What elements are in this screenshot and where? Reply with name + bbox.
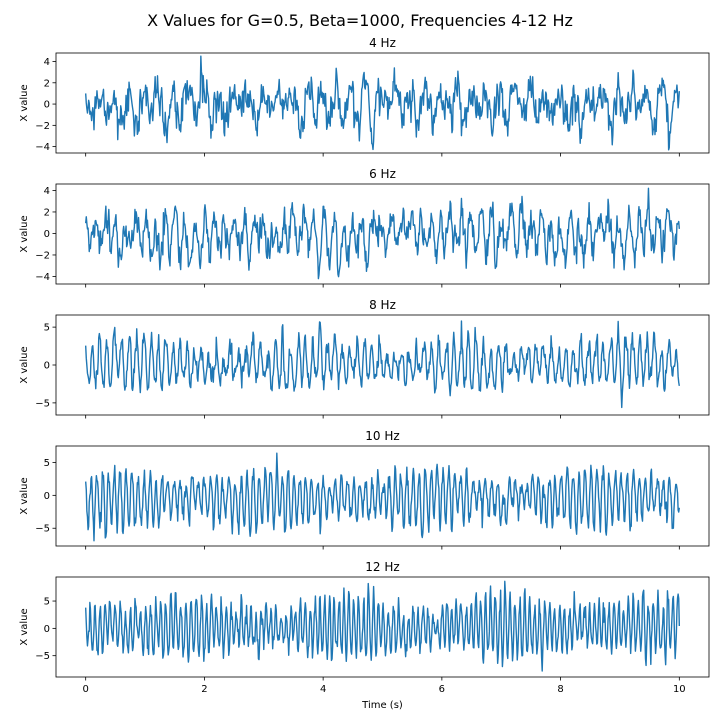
y-axis-label: X value xyxy=(19,215,30,252)
y-axis-label: X value xyxy=(19,346,30,383)
y-tick-label: 0 xyxy=(44,361,50,372)
x-tick-label: 6 xyxy=(439,684,445,695)
y-tick-label: 4 xyxy=(44,186,50,197)
y-axis-label: X value xyxy=(19,84,30,121)
y-tick-label: 2 xyxy=(44,78,50,89)
series-line xyxy=(84,55,681,151)
y-tick-label: 0 xyxy=(44,100,50,111)
series-line xyxy=(84,452,681,542)
y-tick-label: 0 xyxy=(44,624,50,635)
series-line xyxy=(84,187,681,280)
subplot-title: 10 Hz xyxy=(365,429,399,443)
x-tick-label: 10 xyxy=(673,684,686,695)
y-tick-label: 5 xyxy=(44,597,50,608)
subplot-12hz: 12 Hz X value −5 0 5 0 2 4 6 8 10 xyxy=(19,560,710,695)
x-tick-label: 8 xyxy=(557,684,563,695)
y-tick-label: 0 xyxy=(44,229,50,240)
y-tick-label: −5 xyxy=(35,651,50,662)
subplot-6hz: 6 Hz X value −4 −2 0 2 4 xyxy=(19,167,710,288)
x-tick-label: 4 xyxy=(320,684,326,695)
y-tick-label: −2 xyxy=(35,121,50,132)
y-tick-label: 2 xyxy=(44,207,50,218)
subplot-title: 12 Hz xyxy=(365,560,399,574)
y-tick-label: 5 xyxy=(44,458,50,469)
x-tick-label: 0 xyxy=(82,684,88,695)
y-tick-label: −4 xyxy=(35,272,50,283)
series-line xyxy=(84,580,681,672)
y-tick-label: 4 xyxy=(44,57,50,68)
y-tick-label: 0 xyxy=(44,491,50,502)
subplot-title: 6 Hz xyxy=(369,167,396,181)
y-axis-label: X value xyxy=(19,608,30,645)
subplot-10hz: 10 Hz X value −5 0 5 xyxy=(19,429,710,550)
y-tick-label: −5 xyxy=(35,398,50,409)
x-axis-label: Time (s) xyxy=(361,700,403,711)
subplot-4hz: 4 Hz X value −4 −2 0 2 4 xyxy=(19,36,710,157)
y-tick-label: −4 xyxy=(35,142,50,153)
subplot-title: 8 Hz xyxy=(369,298,396,312)
figure-title: X Values for G=0.5, Beta=1000, Frequenci… xyxy=(147,11,573,30)
subplot-title: 4 Hz xyxy=(369,36,396,50)
y-axis-label: X value xyxy=(19,477,30,514)
series-line xyxy=(84,320,681,409)
y-tick-label: −2 xyxy=(35,250,50,261)
panels: 4 Hz X value −4 −2 0 2 4 6 Hz X value −4 −2 0 2 4 8 Hz… xyxy=(19,36,710,695)
x-tick-label: 2 xyxy=(201,684,207,695)
y-tick-label: 5 xyxy=(44,323,50,334)
y-tick-label: −5 xyxy=(35,524,50,535)
subplot-8hz: 8 Hz X value −5 0 5 xyxy=(19,298,710,419)
